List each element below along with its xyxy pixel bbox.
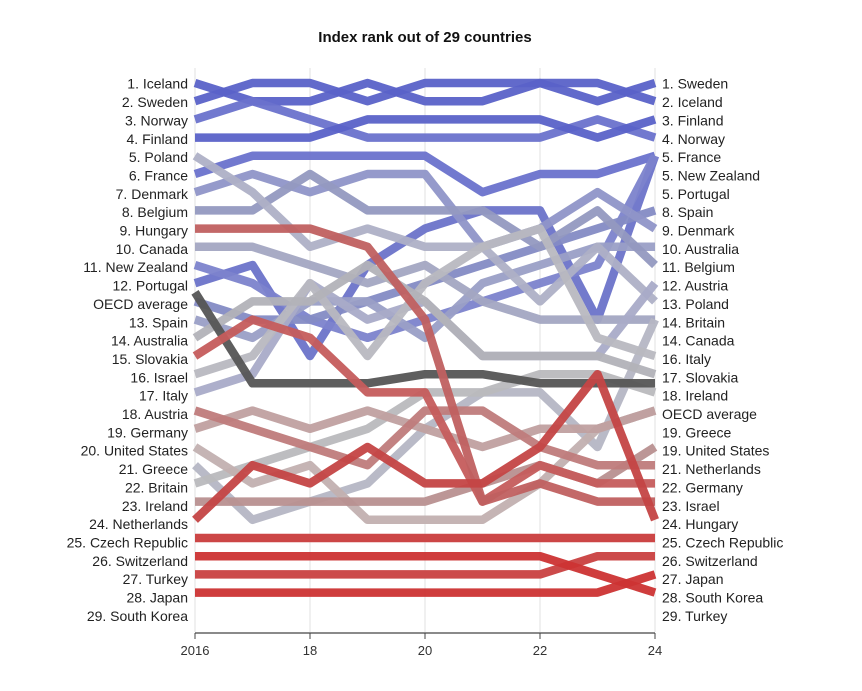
series-line-sweden bbox=[193, 78, 657, 106]
left-label: 6. France bbox=[129, 167, 188, 183]
series-line-oecd-average bbox=[191, 290, 655, 388]
x-tick-label: 18 bbox=[303, 643, 317, 658]
left-label: 13. Spain bbox=[129, 314, 188, 330]
left-label: 29. South Korea bbox=[87, 608, 188, 624]
right-label: 22. Germany bbox=[662, 479, 743, 495]
right-label: 26. Switzerland bbox=[662, 553, 758, 569]
left-label: 21. Greece bbox=[119, 461, 188, 477]
series-line-poland bbox=[192, 152, 658, 306]
right-label: 5. Portugal bbox=[662, 186, 730, 202]
left-label: 27. Turkey bbox=[123, 571, 188, 587]
left-label: 9. Hungary bbox=[120, 223, 188, 239]
left-label: 18. Austria bbox=[122, 406, 188, 422]
series-line-czech-republic bbox=[192, 369, 659, 523]
left-label: 8. Belgium bbox=[122, 204, 188, 220]
right-label: 16. Italy bbox=[662, 351, 711, 367]
series-line-turkey bbox=[195, 551, 657, 597]
left-label: 28. Japan bbox=[127, 590, 189, 606]
left-label: 7. Denmark bbox=[116, 186, 189, 202]
x-axis: 2016 18 20 22 24 bbox=[181, 632, 662, 658]
right-label: 25. Czech Republic bbox=[662, 534, 783, 550]
series-line-israel bbox=[192, 315, 655, 506]
series-line-italy bbox=[193, 224, 657, 379]
left-label: 20. United States bbox=[81, 443, 188, 459]
series-line-germany bbox=[193, 406, 655, 470]
right-label: 2. Iceland bbox=[662, 94, 723, 110]
left-label: 5. Poland bbox=[129, 149, 188, 165]
right-label: 19. Greece bbox=[662, 424, 731, 440]
right-label: 19. United States bbox=[662, 443, 769, 459]
left-label: 10. Canada bbox=[116, 241, 189, 257]
series-line-finland bbox=[195, 115, 657, 142]
series-line-greece bbox=[192, 406, 657, 525]
right-label: 8. Spain bbox=[662, 204, 713, 220]
left-label: 14. Australia bbox=[111, 333, 188, 349]
right-label: 10. Australia bbox=[662, 241, 739, 257]
series-line-france bbox=[193, 151, 657, 197]
right-label: 12. Austria bbox=[662, 278, 728, 294]
left-label: 4. Finland bbox=[127, 131, 188, 147]
right-label: 27. Japan bbox=[662, 571, 724, 587]
left-label: 19. Germany bbox=[107, 424, 188, 440]
right-label: 9. Denmark bbox=[662, 223, 735, 239]
right-label: 1. Sweden bbox=[662, 76, 728, 92]
series-line-belgium bbox=[195, 169, 658, 269]
right-label: 13. Poland bbox=[662, 296, 729, 312]
series-line-denmark bbox=[193, 169, 658, 252]
series-group bbox=[191, 78, 660, 597]
right-label: 23. Israel bbox=[662, 498, 720, 514]
left-label: 16. Israel bbox=[130, 369, 188, 385]
series-line-hungary bbox=[195, 224, 655, 506]
left-label: 11. New Zealand bbox=[83, 259, 188, 275]
right-label: 18. Ireland bbox=[662, 388, 728, 404]
chart-title: Index rank out of 29 countries bbox=[318, 29, 531, 46]
right-label: 14. Britain bbox=[662, 314, 725, 330]
right-label: 29. Turkey bbox=[662, 608, 727, 624]
right-label: 21. Netherlands bbox=[662, 461, 761, 477]
series-line-canada bbox=[195, 242, 655, 324]
right-label: 11. Belgium bbox=[662, 259, 735, 275]
x-tick-label: 20 bbox=[418, 643, 432, 658]
right-label: OECD average bbox=[662, 406, 757, 422]
left-label: 26. Switzerland bbox=[92, 553, 188, 569]
left-label: 24. Netherlands bbox=[89, 516, 188, 532]
left-label: 22. Britain bbox=[125, 479, 188, 495]
right-label: 28. South Korea bbox=[662, 590, 763, 606]
series-line-united-states bbox=[193, 406, 657, 452]
x-tick-label: 24 bbox=[648, 643, 662, 658]
left-label: 25. Czech Republic bbox=[67, 534, 188, 550]
x-tick-label: 2016 bbox=[181, 643, 210, 658]
left-label: OECD average bbox=[93, 296, 188, 312]
x-tick-label: 22 bbox=[533, 643, 547, 658]
series-line-south-korea bbox=[195, 570, 657, 597]
right-label: 4. Norway bbox=[662, 131, 725, 147]
right-label: 5. New Zealand bbox=[662, 167, 760, 183]
left-label: 3. Norway bbox=[125, 112, 188, 128]
left-label: 1. Iceland bbox=[127, 76, 188, 92]
series-line-slovakia bbox=[192, 260, 657, 379]
series-line-norway bbox=[193, 96, 657, 142]
left-label: 15. Slovakia bbox=[112, 351, 188, 367]
right-label: 24. Hungary bbox=[662, 516, 738, 532]
left-label: 12. Portugal bbox=[113, 278, 189, 294]
left-label: 17. Italy bbox=[139, 388, 188, 404]
left-label: 2. Sweden bbox=[122, 94, 188, 110]
left-labels: 1. Iceland 2. Sweden 3. Norway 4. Finland 5.… bbox=[67, 76, 189, 624]
right-label: 3. Finland bbox=[662, 112, 723, 128]
right-label: 5. France bbox=[662, 149, 721, 165]
right-labels: 1. Sweden 2. Iceland 3. Finland 4. Norway 5.… bbox=[662, 76, 783, 624]
series-line-iceland bbox=[193, 78, 657, 106]
left-label: 23. Ireland bbox=[122, 498, 188, 514]
series-line-japan bbox=[195, 551, 655, 579]
right-label: 14. Canada bbox=[662, 333, 735, 349]
right-label: 17. Slovakia bbox=[662, 369, 738, 385]
